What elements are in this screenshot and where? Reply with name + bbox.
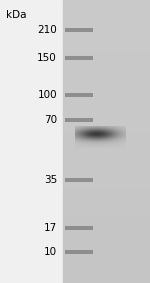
Bar: [64, 226, 93, 230]
Bar: [0, 0, 63, 283]
Text: 150: 150: [37, 53, 57, 63]
Text: kDa: kDa: [6, 10, 27, 20]
Bar: [64, 28, 93, 31]
Bar: [64, 56, 93, 60]
Text: 210: 210: [37, 25, 57, 35]
Text: 10: 10: [44, 247, 57, 257]
Text: 17: 17: [44, 223, 57, 233]
Bar: [64, 118, 93, 122]
Bar: [64, 93, 93, 97]
Text: 70: 70: [44, 115, 57, 125]
Bar: [64, 178, 93, 182]
Bar: [63, 0, 150, 283]
Text: 35: 35: [44, 175, 57, 185]
Bar: [64, 250, 93, 254]
Text: 100: 100: [37, 90, 57, 100]
